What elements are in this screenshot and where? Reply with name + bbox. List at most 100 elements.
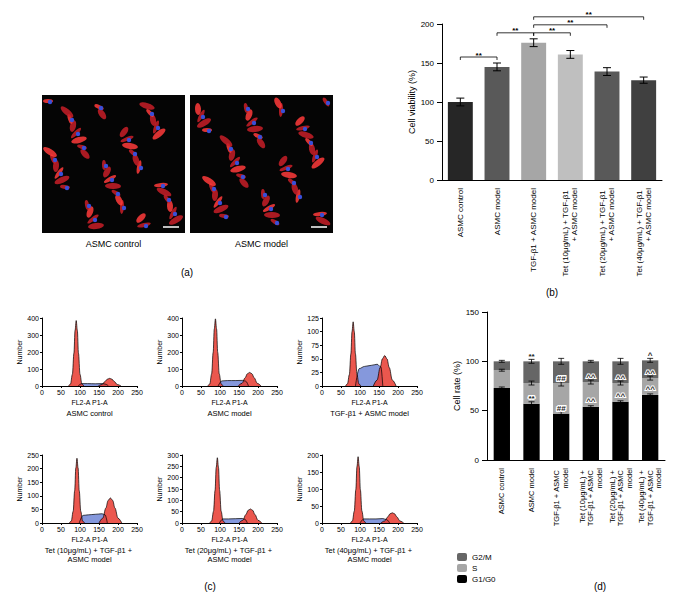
- svg-text:0: 0: [320, 389, 324, 396]
- svg-text:ASMC model: ASMC model: [493, 188, 502, 235]
- svg-text:100: 100: [214, 526, 226, 533]
- svg-text:50: 50: [425, 137, 434, 146]
- svg-text:FL2-A P1-A: FL2-A P1-A: [211, 399, 248, 406]
- svg-text:50: 50: [197, 389, 205, 396]
- svg-text:ASMC model: ASMC model: [347, 555, 392, 564]
- svg-text:100: 100: [421, 98, 435, 107]
- svg-text:200: 200: [112, 389, 124, 396]
- svg-text:0: 0: [35, 520, 39, 527]
- svg-text:200: 200: [112, 526, 124, 533]
- svg-text:200: 200: [421, 20, 435, 29]
- svg-text:G1/G0: G1/G0: [472, 575, 496, 584]
- svg-text:Number: Number: [16, 339, 23, 365]
- svg-text:**: **: [586, 10, 593, 19]
- svg-text:(c): (c): [204, 581, 216, 592]
- svg-text:Cell rate (%): Cell rate (%): [452, 361, 462, 411]
- svg-text:Tet (20μg/mL) + TGF-β1 +: Tet (20μg/mL) + TGF-β1 +: [185, 546, 274, 555]
- svg-text:300: 300: [167, 452, 179, 459]
- svg-text:model: model: [625, 468, 634, 489]
- svg-text:75: 75: [311, 342, 319, 349]
- svg-text:(b): (b): [546, 287, 558, 298]
- svg-text:Tet (20μg/mL) + TGF-β1: Tet (20μg/mL) + TGF-β1: [598, 188, 607, 276]
- svg-text:Cell viability (%): Cell viability (%): [407, 70, 417, 134]
- svg-text:150: 150: [233, 389, 245, 396]
- svg-text:50: 50: [171, 508, 179, 515]
- svg-text:0: 0: [35, 383, 39, 390]
- svg-text:100: 100: [74, 389, 86, 396]
- svg-text:FL2-A P1-A: FL2-A P1-A: [211, 536, 248, 543]
- svg-text:Tet (40μg/mL) + TGF-β1 +: Tet (40μg/mL) + TGF-β1 +: [325, 546, 414, 555]
- svg-text:200: 200: [307, 452, 319, 459]
- svg-text:0: 0: [175, 520, 179, 527]
- svg-text:0: 0: [175, 383, 179, 390]
- svg-text:ASMC control: ASMC control: [86, 239, 142, 249]
- svg-text:ASMC model: ASMC model: [235, 239, 288, 249]
- svg-text:100: 100: [307, 328, 319, 335]
- svg-text:150: 150: [27, 479, 39, 486]
- svg-text:200: 200: [252, 389, 264, 396]
- svg-text:##: ##: [557, 374, 566, 383]
- svg-text:(d): (d): [594, 581, 606, 592]
- svg-text:^^: ^^: [616, 374, 626, 383]
- svg-text:150: 150: [373, 526, 385, 533]
- svg-text:150: 150: [421, 59, 435, 68]
- svg-text:250: 250: [271, 389, 283, 396]
- svg-text:150: 150: [373, 389, 385, 396]
- svg-text:150: 150: [466, 308, 480, 317]
- svg-text:Number: Number: [156, 339, 163, 365]
- svg-text:Number: Number: [296, 339, 303, 365]
- svg-text:100: 100: [354, 389, 366, 396]
- svg-text:+ ASMC model: + ASMC model: [570, 188, 579, 242]
- svg-text:200: 200: [392, 389, 404, 396]
- svg-text:400: 400: [167, 315, 179, 322]
- svg-text:100: 100: [167, 366, 179, 373]
- svg-text:**: **: [528, 352, 535, 361]
- svg-text:^^: ^^: [645, 369, 655, 378]
- svg-text:0: 0: [475, 456, 480, 465]
- svg-text:100: 100: [466, 357, 480, 366]
- svg-text:Number: Number: [156, 476, 163, 502]
- svg-text:200: 200: [167, 349, 179, 356]
- svg-text:50: 50: [31, 506, 39, 513]
- svg-text:+ ASMC model: + ASMC model: [607, 188, 616, 242]
- svg-text:200: 200: [27, 349, 39, 356]
- svg-text:Number: Number: [296, 476, 303, 502]
- svg-text:100: 100: [354, 526, 366, 533]
- svg-text:FL2-A P1-A: FL2-A P1-A: [351, 536, 388, 543]
- svg-text:^^: ^^: [645, 385, 655, 394]
- svg-text:^: ^: [648, 351, 653, 360]
- svg-text:model: model: [654, 468, 663, 489]
- svg-text:model: model: [595, 468, 604, 489]
- svg-text:400: 400: [27, 315, 39, 322]
- svg-text:S: S: [472, 564, 477, 573]
- svg-text:250: 250: [131, 389, 143, 396]
- svg-text:50: 50: [57, 389, 65, 396]
- svg-text:50: 50: [337, 389, 345, 396]
- svg-text:**: **: [512, 26, 519, 35]
- svg-text:TGF-β1 + ASMC model: TGF-β1 + ASMC model: [529, 188, 538, 272]
- svg-text:ASMC model: ASMC model: [67, 555, 112, 564]
- svg-text:ASMC control: ASMC control: [497, 468, 506, 515]
- svg-text:50: 50: [311, 355, 319, 362]
- svg-text:200: 200: [252, 526, 264, 533]
- svg-text:50: 50: [470, 406, 479, 415]
- svg-text:50: 50: [337, 526, 345, 533]
- svg-text:0: 0: [180, 526, 184, 533]
- svg-text:250: 250: [271, 526, 283, 533]
- svg-text:50: 50: [311, 503, 319, 510]
- svg-text:model: model: [561, 468, 570, 489]
- svg-text:250: 250: [131, 526, 143, 533]
- svg-text:300: 300: [27, 332, 39, 339]
- svg-text:150: 150: [233, 526, 245, 533]
- svg-text:**: **: [549, 26, 556, 35]
- svg-text:ASMC control: ASMC control: [66, 409, 113, 418]
- svg-text:0: 0: [430, 176, 435, 185]
- svg-text:ASMC control: ASMC control: [456, 188, 465, 238]
- svg-text:250: 250: [167, 463, 179, 470]
- svg-text:**: **: [476, 51, 483, 60]
- svg-text:250: 250: [411, 526, 423, 533]
- svg-text:200: 200: [27, 465, 39, 472]
- svg-text:100: 100: [27, 366, 39, 373]
- svg-text:+ ASMC model: + ASMC model: [644, 188, 653, 242]
- svg-text:200: 200: [392, 526, 404, 533]
